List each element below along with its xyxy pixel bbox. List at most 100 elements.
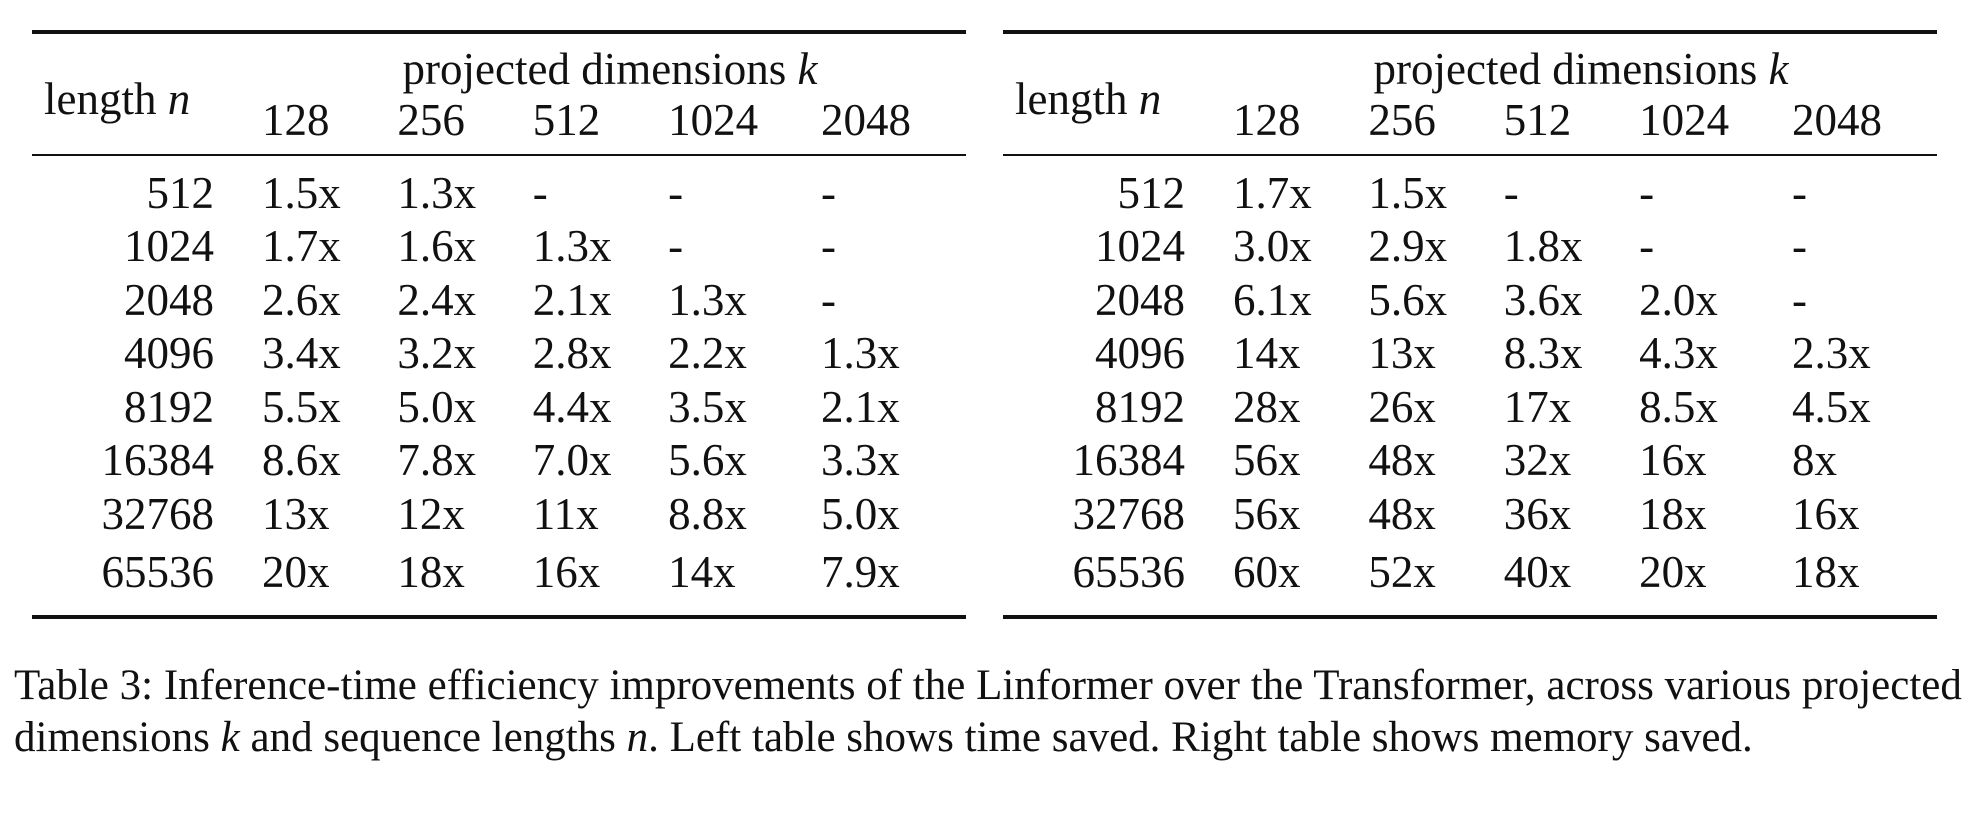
value-cell: 2.2x <box>668 328 747 379</box>
value-cell: 8.8x <box>668 488 747 539</box>
table-row: 1024 3.0x 2.9x 1.8x - - <box>1003 220 1937 274</box>
value-cell: 16x <box>1639 435 1707 486</box>
value-cell: - <box>1495 154 1632 220</box>
length-cell: 512 <box>1003 154 1225 220</box>
table-row: 2048 2.6x 2.4x 2.1x 1.3x - <box>32 274 966 328</box>
column-header: 512 <box>532 94 601 145</box>
caption-label: Table 3: <box>14 662 154 709</box>
table-row: 8192 5.5x 5.0x 4.4x 3.5x 2.1x <box>32 381 966 435</box>
table-row: 4096 3.4x 3.2x 2.8x 2.2x 1.3x <box>32 327 966 381</box>
value-cell: 8.6x <box>262 435 341 486</box>
value-cell: 28x <box>1233 381 1301 432</box>
value-cell: 3.6x <box>1503 274 1583 325</box>
table-row: 65536 60x 52x 40x 20x 18x <box>1003 541 1937 619</box>
length-cell: 16384 <box>1072 435 1186 486</box>
value-cell: 5.0x <box>821 488 900 539</box>
column-header: 256 <box>397 94 465 145</box>
value-cell: 26x <box>1368 381 1436 432</box>
value-cell: 14x <box>1233 328 1301 379</box>
length-cell: 2048 <box>124 274 214 325</box>
column-header: 1024 <box>668 94 759 145</box>
value-cell: 2.1x <box>821 381 900 432</box>
value-cell: 1.5x <box>254 154 390 220</box>
value-cell: 12x <box>397 488 465 539</box>
length-cell: 32768 <box>1072 488 1186 539</box>
value-cell: 8.3x <box>1503 328 1583 379</box>
time-saved-table: length n projected dimensions k 128 256 … <box>32 30 966 619</box>
caption-text-part: and sequence lengths <box>239 714 627 761</box>
length-cell: 8192 <box>124 381 214 432</box>
value-cell: 18x <box>1639 488 1707 539</box>
value-cell: 1.3x <box>532 221 612 272</box>
length-cell: 512 <box>32 154 254 220</box>
length-cell: 32768 <box>101 488 215 539</box>
table-row: 2048 6.1x 5.6x 3.6x 2.0x - <box>1003 274 1937 328</box>
value-cell: 2.6x <box>262 274 341 325</box>
value-cell: 5.6x <box>1368 274 1448 325</box>
value-cell: 1.3x <box>821 328 900 379</box>
dimension-variable: k <box>797 44 818 94</box>
value-cell: 60x <box>1225 541 1361 619</box>
value-cell: 56x <box>1233 435 1301 486</box>
length-cell: 4096 <box>124 328 214 379</box>
value-cell: 3.3x <box>821 435 900 486</box>
value-cell: - <box>1784 154 1937 220</box>
value-cell: 20x <box>1631 541 1785 619</box>
value-cell: 6.1x <box>1233 274 1312 325</box>
column-header: 256 <box>1368 94 1436 145</box>
table-caption: Table 3: Inference-time efficiency impro… <box>14 660 1964 764</box>
value-cell: 5.6x <box>668 435 747 486</box>
value-cell: - <box>1792 274 1808 325</box>
value-cell: 20x <box>254 541 390 619</box>
table-row: 32768 13x 12x 11x 8.8x 5.0x <box>32 488 966 542</box>
value-cell: 1.7x <box>262 221 341 272</box>
dimension-variable: k <box>1768 44 1789 94</box>
length-cell: 65536 <box>32 541 254 619</box>
length-cell: 16384 <box>101 435 215 486</box>
memory-saved-table: length n projected dimensions k 128 256 … <box>1003 30 1937 619</box>
value-cell: 8.5x <box>1639 381 1718 432</box>
group-header-text: projected dimensions <box>1373 44 1758 94</box>
value-cell: 2.8x <box>532 328 612 379</box>
column-header: 128 <box>262 94 330 145</box>
value-cell: 32x <box>1503 435 1572 486</box>
value-cell: 4.3x <box>1639 328 1718 379</box>
value-cell: 2.9x <box>1368 221 1448 272</box>
value-cell: - <box>524 154 661 220</box>
value-cell: 2.3x <box>1792 328 1871 379</box>
value-cell: 48x <box>1368 435 1436 486</box>
value-cell: 1.8x <box>1503 221 1583 272</box>
value-cell: 7.9x <box>813 541 966 619</box>
caption-text-part: . Left table shows time saved. Right tab… <box>648 714 1753 761</box>
value-cell: 2.4x <box>397 274 477 325</box>
value-cell: 18x <box>1784 541 1937 619</box>
value-cell: 2.0x <box>1639 274 1718 325</box>
value-cell: 40x <box>1495 541 1632 619</box>
column-header: 2048 <box>821 94 912 145</box>
value-cell: - <box>1631 154 1785 220</box>
value-cell: 1.7x <box>1225 154 1361 220</box>
value-cell: 16x <box>1792 488 1860 539</box>
value-cell: 13x <box>1368 328 1436 379</box>
value-cell: - <box>821 274 837 325</box>
length-cell: 1024 <box>124 221 214 272</box>
table-row: 1024 1.7x 1.6x 1.3x - - <box>32 220 966 274</box>
value-cell: 48x <box>1368 488 1436 539</box>
value-cell: 16x <box>524 541 661 619</box>
value-cell: 5.5x <box>262 381 341 432</box>
value-cell: 1.3x <box>389 154 525 220</box>
caption-text-part: Inference-time efficiency improvements o… <box>14 662 1962 761</box>
length-cell: 4096 <box>1095 328 1185 379</box>
value-cell: 4.5x <box>1792 381 1871 432</box>
value-cell: - <box>1639 221 1655 272</box>
caption-variable-k: k <box>220 714 240 761</box>
table-row: 512 1.5x 1.3x - - - <box>32 154 966 220</box>
column-header: 1024 <box>1639 94 1730 145</box>
value-cell: 1.6x <box>397 221 477 272</box>
table-row: 16384 56x 48x 32x 16x 8x <box>1003 434 1937 488</box>
value-cell: 17x <box>1503 381 1572 432</box>
value-cell: 3.4x <box>262 328 341 379</box>
value-cell: - <box>813 154 966 220</box>
value-cell: - <box>668 221 684 272</box>
value-cell: - <box>660 154 814 220</box>
